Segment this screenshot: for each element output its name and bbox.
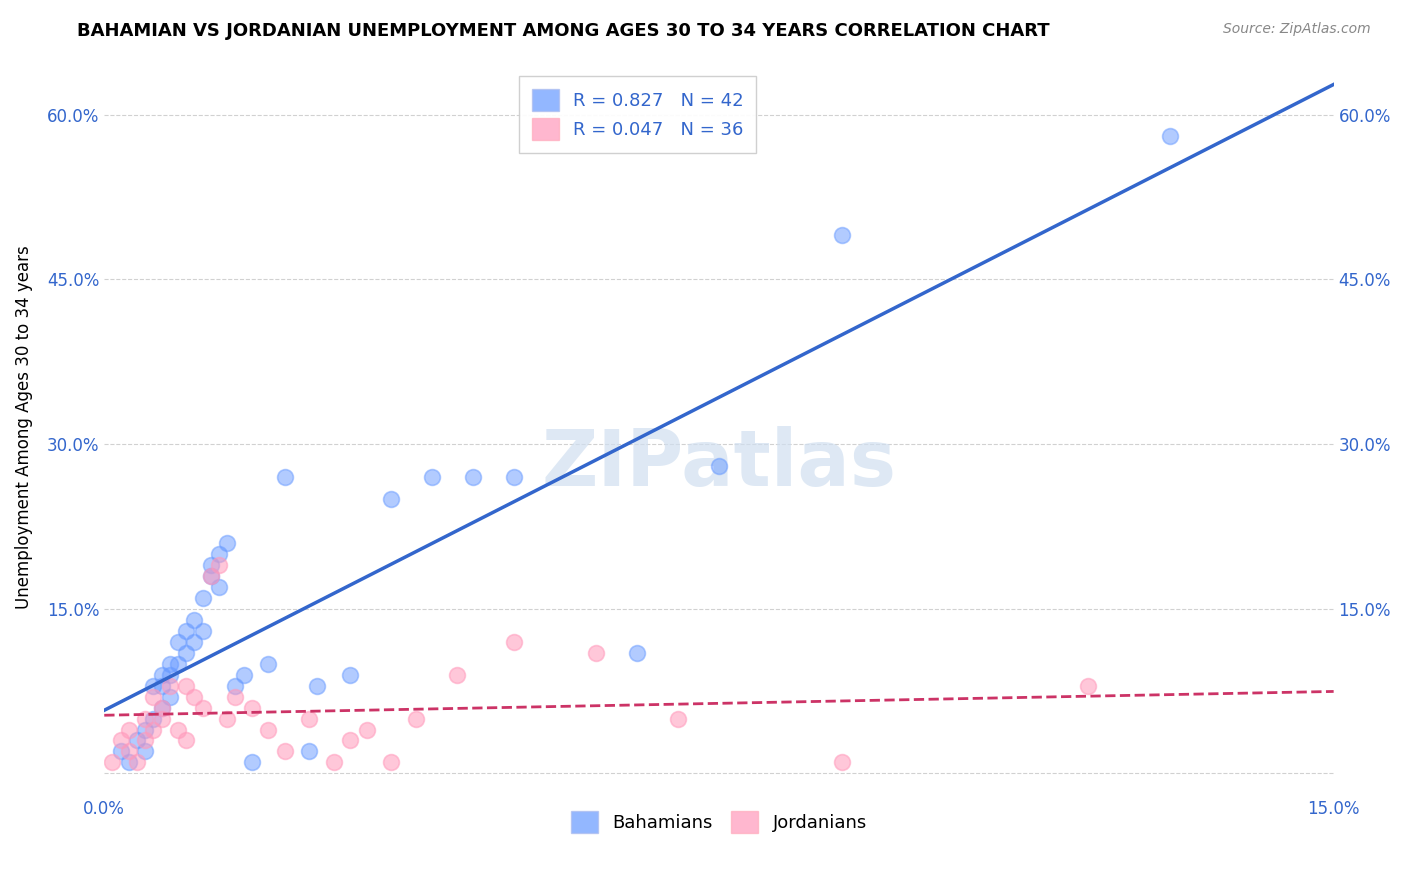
Point (585, 646, 607, 660)
Y-axis label: Unemployment Among Ages 30 to 34 years: Unemployment Among Ages 30 to 34 years (15, 245, 32, 609)
Point (134, 744, 156, 758)
Point (174, 679, 197, 693)
Point (167, 634, 190, 648)
Point (240, 756, 263, 770)
Point (420, 470, 443, 484)
Point (191, 591, 214, 605)
Point (356, 723, 378, 737)
Point (159, 657, 181, 671)
Point (446, 667, 468, 681)
Point (150, 712, 173, 726)
Point (307, 679, 329, 693)
Point (174, 624, 197, 638)
Point (200, 568, 222, 582)
Point (217, 536, 239, 550)
Point (1159, 129, 1181, 144)
Point (224, 690, 246, 704)
Point (273, 744, 295, 758)
Point (191, 700, 214, 714)
Point (134, 723, 156, 737)
Point (101, 756, 124, 770)
Point (208, 547, 231, 561)
Point (405, 712, 427, 726)
Point (174, 733, 197, 747)
Point (831, 228, 853, 243)
Point (257, 723, 280, 737)
Point (273, 470, 295, 484)
Point (380, 756, 402, 770)
Point (666, 712, 689, 726)
Point (707, 458, 730, 473)
Point (142, 712, 165, 726)
Point (159, 679, 181, 693)
Point (183, 690, 205, 704)
Point (150, 700, 173, 714)
Point (125, 733, 148, 747)
Point (224, 679, 246, 693)
Point (118, 723, 141, 737)
Point (380, 491, 402, 506)
Point (339, 733, 361, 747)
Point (125, 756, 148, 770)
Point (503, 470, 526, 484)
Point (183, 634, 205, 648)
Text: Source: ZipAtlas.com: Source: ZipAtlas.com (1223, 22, 1371, 37)
Point (831, 756, 853, 770)
Legend: Bahamians, Jordanians: Bahamians, Jordanians (558, 798, 879, 846)
Point (110, 733, 132, 747)
Point (150, 667, 173, 681)
Point (150, 700, 173, 714)
Point (298, 712, 321, 726)
Point (232, 667, 254, 681)
Point (167, 723, 190, 737)
Text: ZIPatlas: ZIPatlas (541, 426, 897, 502)
Point (208, 558, 231, 572)
Text: BAHAMIAN VS JORDANIAN UNEMPLOYMENT AMONG AGES 30 TO 34 YEARS CORRELATION CHART: BAHAMIAN VS JORDANIAN UNEMPLOYMENT AMONG… (77, 22, 1050, 40)
Point (322, 756, 344, 770)
Point (298, 744, 321, 758)
Point (200, 568, 222, 582)
Point (142, 679, 165, 693)
Point (208, 580, 231, 594)
Point (1077, 679, 1099, 693)
Point (339, 667, 361, 681)
Point (142, 690, 165, 704)
Point (174, 646, 197, 660)
Point (142, 723, 165, 737)
Point (200, 558, 222, 572)
Point (183, 613, 205, 627)
Point (626, 646, 648, 660)
Point (503, 634, 526, 648)
Point (159, 690, 181, 704)
Point (134, 712, 156, 726)
Point (257, 657, 280, 671)
Point (217, 712, 239, 726)
Point (191, 624, 214, 638)
Point (461, 470, 484, 484)
Point (167, 657, 190, 671)
Point (134, 733, 156, 747)
Point (240, 700, 263, 714)
Point (118, 756, 141, 770)
Point (159, 667, 181, 681)
Point (110, 744, 132, 758)
Point (118, 744, 141, 758)
Point (150, 679, 173, 693)
